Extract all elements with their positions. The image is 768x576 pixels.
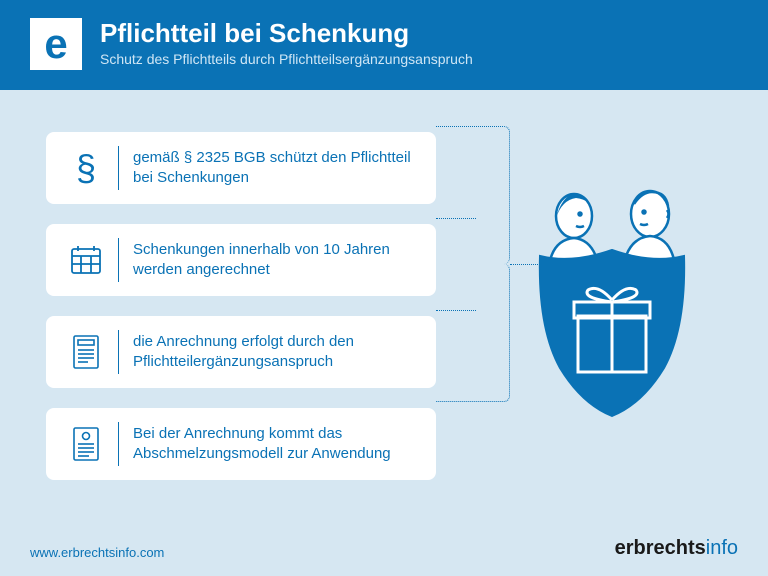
brand-bold: erbrechts — [615, 537, 706, 559]
connector-line — [436, 218, 476, 219]
logo-letter: e — [44, 23, 67, 65]
info-card: Bei der Anrechnung kommt das Abschmelzun… — [46, 408, 436, 480]
page-subtitle: Schutz des Pflichtteils durch Pflichttei… — [100, 51, 473, 67]
document-list-icon — [62, 334, 110, 370]
card-text: Schenkungen innerhalb von 10 Jahren werd… — [133, 240, 420, 281]
footer: www.erbrechtsinfo.com erbrechtsinfo — [0, 537, 768, 576]
connector-line — [436, 126, 510, 264]
info-card: Schenkungen innerhalb von 10 Jahren werd… — [46, 224, 436, 296]
header-text: Pflichtteil bei Schenkung Schutz des Pfl… — [100, 18, 473, 67]
document-seal-icon — [62, 426, 110, 462]
connector-line — [436, 264, 510, 402]
connector-line — [436, 310, 476, 311]
info-card: die Anrechnung erfolgt durch den Pflicht… — [46, 316, 436, 388]
content-area: § gemäß § 2325 BGB schützt den Pflichtte… — [0, 90, 768, 480]
card-text: gemäß § 2325 BGB schützt den Pflichtteil… — [133, 148, 420, 189]
header: e Pflichtteil bei Schenkung Schutz des P… — [0, 0, 768, 90]
card-list: § gemäß § 2325 BGB schützt den Pflichtte… — [46, 132, 436, 480]
shield-illustration — [512, 178, 712, 418]
card-divider — [118, 422, 119, 466]
logo-box: e — [30, 18, 82, 70]
page-title: Pflichtteil bei Schenkung — [100, 18, 473, 49]
section-icon: § — [62, 147, 110, 189]
brand-wordmark: erbrechtsinfo — [615, 537, 738, 560]
brand-light: info — [706, 537, 738, 559]
info-card: § gemäß § 2325 BGB schützt den Pflichtte… — [46, 132, 436, 204]
footer-url: www.erbrechtsinfo.com — [30, 545, 164, 560]
card-divider — [118, 238, 119, 282]
card-divider — [118, 330, 119, 374]
card-text: die Anrechnung erfolgt durch den Pflicht… — [133, 332, 420, 373]
card-text: Bei der Anrechnung kommt das Abschmelzun… — [133, 424, 420, 465]
card-divider — [118, 146, 119, 190]
calendar-icon — [62, 243, 110, 277]
